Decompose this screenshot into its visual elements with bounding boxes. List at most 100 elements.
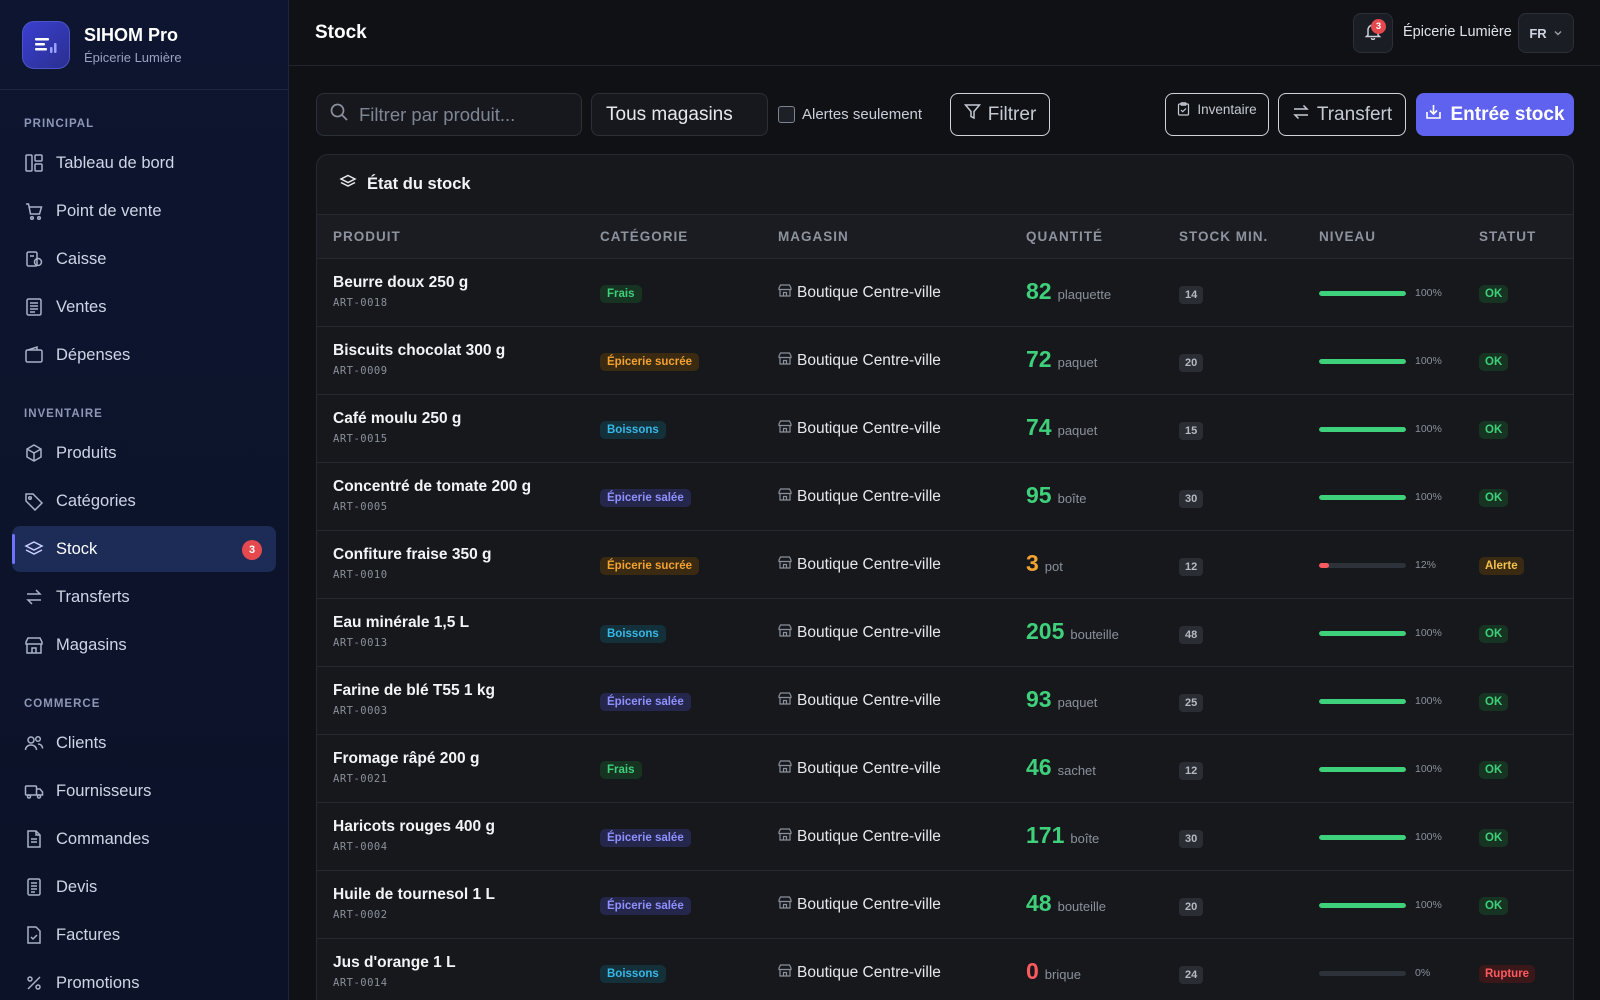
col-category[interactable]: CATÉGORIE [600,229,689,244]
sidebar-item-expenses[interactable]: Dépenses [12,332,276,378]
sidebar-item-orders[interactable]: Commandes [12,816,276,862]
sidebar-item-label: Magasins [56,635,127,654]
sidebar-item-promotions[interactable]: Promotions [12,960,276,1000]
store-name: Boutique Centre-ville [797,555,941,573]
product-code: ART-0015 [333,433,388,445]
store-name: Boutique Centre-ville [797,283,941,301]
level-bar-fill [1319,698,1406,704]
sidebar-item-invoices[interactable]: Factures [12,912,276,958]
sidebar-item-label: Promotions [56,973,140,992]
store-icon [778,283,792,302]
sidebar: SIHOM Pro Épicerie Lumière PRINCIPAL Tab… [0,0,289,1000]
nav-section-commerce: COMMERCE [24,698,101,710]
sidebar-item-stores[interactable]: Magasins [12,622,276,668]
quantity-unit: paquet [1057,695,1098,710]
notifications-button[interactable]: 3 [1353,13,1393,53]
filter-button[interactable]: Filtrer [950,93,1050,136]
status-badge: OK [1479,897,1509,915]
level-bar-fill [1319,494,1406,500]
table-row[interactable]: Concentré de tomate 200 g ART-0005 Épiceri… [317,463,1573,531]
level-bar-fill [1319,358,1406,364]
col-status[interactable]: STATUT [1479,229,1537,244]
sidebar-item-dashboard[interactable]: Tableau de bord [12,140,276,186]
sidebar-item-quotes[interactable]: Devis [12,864,276,910]
stock-alert-badge: 3 [242,540,262,560]
sidebar-item-sales[interactable]: Ventes [12,284,276,330]
sidebar-item-transfers[interactable]: Transferts [12,574,276,620]
checkbox-box[interactable] [778,106,795,123]
table-row[interactable]: Fromage râpé 200 g ART-0021 Frais Boutique … [317,735,1573,803]
min-stock-badge: 20 [1179,354,1204,372]
product-name: Beurre doux 250 g [333,274,469,291]
table-row[interactable]: Confiture fraise 350 g ART-0010 Épicerie s… [317,531,1573,599]
product-code: ART-0021 [333,773,388,785]
product-name: Jus d'orange 1 L [333,954,456,971]
sidebar-item-clients[interactable]: Clients [12,720,276,766]
product-code: ART-0010 [333,569,388,581]
sidebar-item-products[interactable]: Produits [12,430,276,476]
level-bar [1319,698,1406,704]
product-name: Huile de tournesol 1 L [333,886,495,903]
sidebar-item-categories[interactable]: Catégories [12,478,276,524]
inventory-button[interactable]: Inventaire [1165,93,1269,136]
category-badge: Épicerie sucrée [600,557,700,575]
nav-section-inventaire: INVENTAIRE [24,408,103,420]
table-row[interactable]: Farine de blé T55 1 kg ART-0003 Épicerie s… [317,667,1573,735]
sidebar-item-cash[interactable]: Caisse [12,236,276,282]
inventory-label: Inventaire [1197,102,1257,117]
sidebar-item-suppliers[interactable]: Fournisseurs [12,768,276,814]
table-row[interactable]: Huile de tournesol 1 L ART-0002 Épicerie s… [317,871,1573,939]
product-name: Café moulu 250 g [333,410,462,427]
dashboard-icon [24,153,44,173]
sidebar-item-label: Transferts [56,587,130,606]
search-input[interactable] [359,103,569,126]
status-badge: OK [1479,761,1509,779]
language-select[interactable]: FR [1518,13,1574,53]
table-row[interactable]: Eau minérale 1,5 L ART-0013 Boissons Boutiq… [317,599,1573,667]
table-row[interactable]: Haricots rouges 400 g ART-0004 Épicerie sa… [317,803,1573,871]
min-stock-badge: 30 [1179,490,1204,508]
level-bar-fill [1319,630,1406,636]
col-level[interactable]: NIVEAU [1319,229,1377,244]
stock-entry-button[interactable]: Entrée stock [1416,93,1574,136]
current-store-name[interactable]: Épicerie Lumière [1403,24,1512,40]
level-bar [1319,358,1406,364]
level-bar-fill [1319,834,1406,840]
product-name: Fromage râpé 200 g [333,750,480,767]
min-stock-badge: 14 [1179,286,1204,304]
document-icon [24,829,44,849]
truck-icon [24,781,44,801]
filter-label: Filtrer [987,103,1037,125]
col-min-stock[interactable]: STOCK MIN. [1179,229,1269,244]
brand[interactable]: SIHOM Pro Épicerie Lumière [0,0,288,90]
col-product[interactable]: PRODUIT [333,229,401,244]
store-name: Boutique Centre-ville [797,963,941,981]
quantity-value: 82 [1026,278,1052,304]
quantity-value: 205 [1026,618,1065,644]
table-row[interactable]: Beurre doux 250 g ART-0018 Frais Boutique C… [317,259,1573,327]
col-store[interactable]: MAGASIN [778,229,849,244]
sidebar-item-label: Point de vente [56,201,162,220]
category-badge: Épicerie sucrée [600,353,700,371]
status-badge: Rupture [1479,965,1536,983]
quantity-value: 93 [1026,686,1052,712]
transfer-button[interactable]: Transfert [1278,93,1406,136]
level-bar [1319,494,1406,500]
quantity-unit: boîte [1070,831,1100,846]
layers-icon [339,173,357,196]
sidebar-item-stock[interactable]: Stock 3 [12,526,276,572]
sidebar-item-pos[interactable]: Point de vente [12,188,276,234]
product-code: ART-0003 [333,705,388,717]
search-box[interactable] [316,93,582,136]
store-filter-select[interactable]: Tous magasins [591,93,768,136]
table-row[interactable]: Jus d'orange 1 L ART-0014 Boissons Boutique… [317,939,1573,1000]
store-icon [778,487,792,506]
col-quantity[interactable]: QUANTITÉ [1026,229,1103,244]
table-row[interactable]: Café moulu 250 g ART-0015 Boissons Boutique… [317,395,1573,463]
level-bar-fill [1319,562,1330,568]
level-percent: 100% [1415,491,1442,503]
min-stock-badge: 20 [1179,898,1204,916]
alerts-only-checkbox[interactable]: Alertes seulement [778,93,922,136]
table-row[interactable]: Biscuits chocolat 300 g ART-0009 Épicerie … [317,327,1573,395]
sidebar-item-label: Factures [56,925,121,944]
